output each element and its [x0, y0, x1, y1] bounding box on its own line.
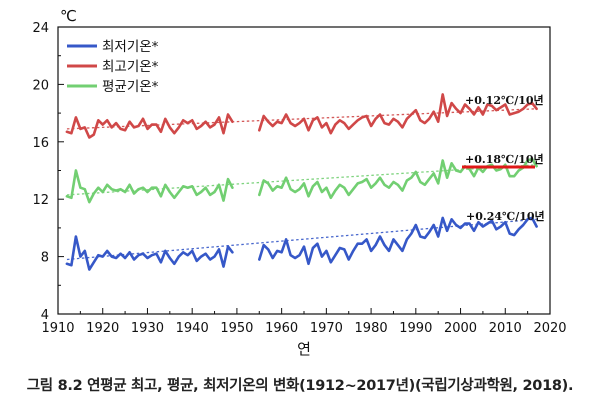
x-tick-label: 1980 [355, 321, 388, 336]
x-tick-label: 1910 [41, 321, 74, 336]
trend-line [66, 164, 537, 196]
trend-line [66, 218, 537, 261]
series-line [65, 113, 234, 139]
series-lines [65, 93, 538, 271]
series-line [257, 157, 538, 200]
y-axis-label: ℃ [60, 7, 77, 25]
x-tick-label: 1920 [86, 321, 119, 336]
legend-label: 최저기온* [102, 39, 159, 55]
temperature-chart: 4 8 12 16 20 24 1910 1920 1930 1940 1950 1960 1970 19… [0, 0, 600, 372]
x-axis-label: 연 [297, 340, 311, 358]
x-tick-label: 2020 [533, 321, 566, 336]
y-tick-label: 24 [32, 21, 49, 36]
legend-label: 평균기온* [102, 79, 159, 95]
y-tick-label: 8 [41, 251, 49, 266]
trend-label: +0.12℃/10년 [465, 93, 544, 107]
figure-caption: 그림 8.2 연평균 최고, 평균, 최저기온의 변화(1912~2017년)(… [26, 378, 574, 394]
chart-background [0, 0, 600, 372]
series-line [65, 235, 234, 271]
x-tick-label: 1990 [399, 321, 432, 336]
series-line [257, 216, 538, 266]
x-tick-label: 1970 [310, 321, 343, 336]
y-tick-label: 12 [32, 193, 49, 208]
trend-label: +0.18℃/10년 [465, 152, 544, 166]
y-tick-label: 20 [32, 78, 49, 93]
x-tick-label: 1940 [176, 321, 209, 336]
series-line [257, 93, 538, 135]
x-tick-label: 1950 [220, 321, 253, 336]
x-tick-label: 1930 [131, 321, 164, 336]
trend-label: +0.24℃/10년 [466, 209, 545, 223]
axes: 4 8 12 16 20 24 1910 1920 1930 1940 1950 1960 1970 19… [32, 7, 566, 358]
legend: 최저기온* 최고기온* 평균기온* [67, 39, 159, 95]
x-tick-label: 2000 [444, 321, 477, 336]
x-tick-label: 2010 [489, 321, 522, 336]
x-tick-label: 1960 [265, 321, 298, 336]
legend-label: 최고기온* [102, 59, 159, 75]
y-tick-label: 16 [32, 136, 49, 151]
trend-labels: +0.12℃/10년 +0.18℃/10년 +0.24℃/10년 [462, 93, 545, 223]
y-tick-label: 4 [41, 308, 49, 323]
series-line [65, 169, 234, 204]
